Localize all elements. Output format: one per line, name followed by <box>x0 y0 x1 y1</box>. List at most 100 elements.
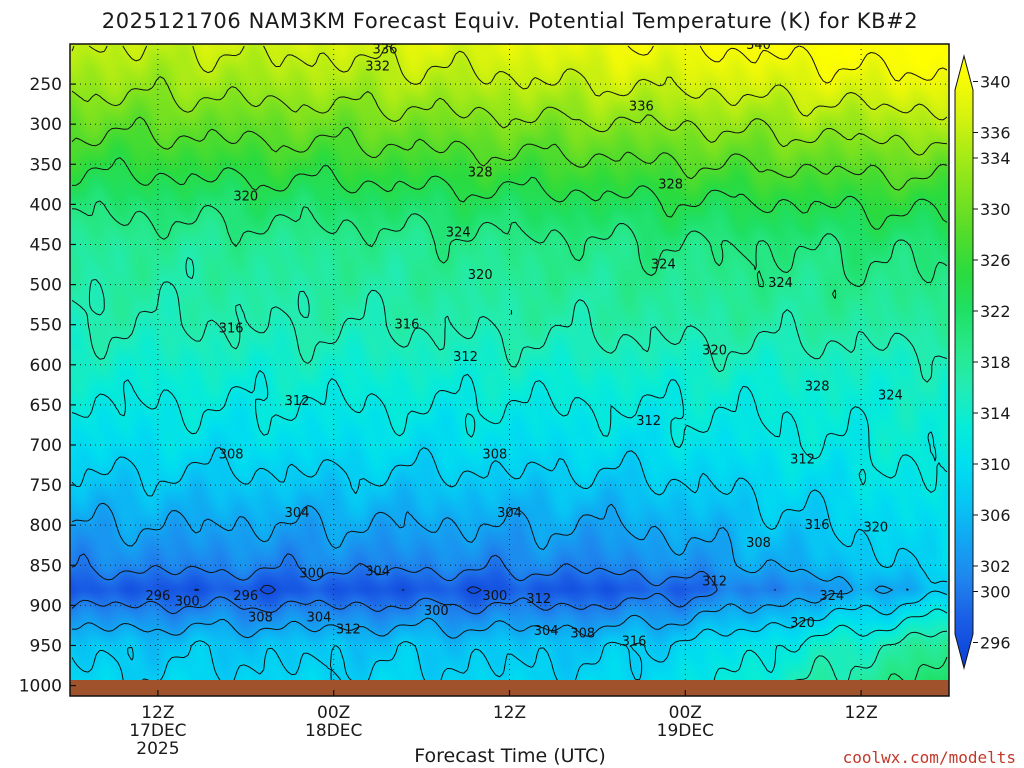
contour-label: 324 <box>651 258 676 273</box>
contour-label: 304 <box>497 506 522 521</box>
chart-title: 2025121706 NAM3KM Forecast Equiv. Potent… <box>102 9 919 33</box>
contour-label: 320 <box>790 616 815 631</box>
y-tick-label: 500 <box>30 276 62 296</box>
y-axis: 250 300 350 400 450 500 550 600 650 700 750 800 850 9… <box>19 75 76 697</box>
colorbar-label: 310 <box>980 455 1011 474</box>
y-tick-label: 650 <box>30 396 62 416</box>
colorbar-label: 336 <box>980 124 1011 143</box>
colorbar-label: 322 <box>980 302 1011 321</box>
x-axis-label: Forecast Time (UTC) <box>414 745 605 767</box>
contour-label: 336 <box>629 100 654 115</box>
contour-label: 296 <box>233 589 258 604</box>
contour-label: 320 <box>863 521 888 536</box>
contour-328 <box>71 116 948 191</box>
grid-lines <box>70 44 949 696</box>
contour-label: 308 <box>746 536 771 551</box>
contour-label: 320 <box>702 343 727 358</box>
contour-label: 308 <box>248 610 273 625</box>
contour-label: 336 <box>373 43 398 58</box>
x-tick-label: 19DEC <box>657 721 714 741</box>
colorbar-label: 314 <box>980 404 1011 423</box>
contour-label: 316 <box>622 634 647 649</box>
x-tick-label: 00Z <box>669 703 702 723</box>
y-tick-label: 450 <box>30 235 62 255</box>
colorbar-label: 302 <box>980 557 1011 576</box>
y-tick-label: 550 <box>30 316 62 336</box>
contour-lines <box>71 45 948 695</box>
colorbar-label: 334 <box>980 149 1011 168</box>
y-tick-label: 900 <box>30 596 62 616</box>
x-tick-label: 18DEC <box>305 721 362 741</box>
colorbar-label: 330 <box>980 200 1011 219</box>
contour-label: 324 <box>768 276 793 291</box>
contour-label: 328 <box>805 379 830 394</box>
y-tick-label: 700 <box>30 436 62 456</box>
contour-316 <box>71 257 948 695</box>
colorbar-label: 326 <box>980 251 1011 270</box>
contour-label: 300 <box>175 594 200 609</box>
y-tick-label: 1000 <box>19 677 62 697</box>
contour-label: 300 <box>482 589 507 604</box>
contour-label: 316 <box>395 318 420 333</box>
contour-label: 308 <box>570 626 595 641</box>
contour-label: 316 <box>805 518 830 533</box>
colorbar-label: 300 <box>980 583 1011 602</box>
contour-label: 312 <box>336 622 361 637</box>
colorbar-label: 296 <box>980 634 1011 653</box>
colorbar-label: 340 <box>980 73 1011 92</box>
credit-text: coolwx.com/modelts <box>843 748 1016 767</box>
contour-336 <box>71 45 948 121</box>
contour-label: 332 <box>365 59 390 74</box>
contour-label: 324 <box>446 225 471 240</box>
contour-label: 328 <box>468 165 493 180</box>
contour-label: 308 <box>482 448 507 463</box>
contour-296 <box>194 584 482 595</box>
colorbar-bar <box>954 54 974 670</box>
contour-label: 320 <box>468 268 493 283</box>
y-tick-label: 400 <box>30 195 62 215</box>
contour-label: 316 <box>219 322 244 337</box>
contour-332 <box>71 76 948 156</box>
contour-label: 296 <box>145 589 170 604</box>
y-tick-label: 950 <box>30 636 62 656</box>
x-tick-label: 12Z <box>141 703 174 723</box>
ground-surface <box>70 680 949 696</box>
y-tick-label: 600 <box>30 356 62 376</box>
contour-label: 308 <box>219 448 244 463</box>
contour-320 <box>71 200 948 695</box>
contour-300 <box>71 553 777 615</box>
contour-324 <box>71 157 948 230</box>
contour-label: 312 <box>285 394 310 409</box>
y-tick-label: 300 <box>30 115 62 135</box>
contour-label: 300 <box>424 604 449 619</box>
contour-label: 324 <box>819 589 844 604</box>
colorbar: 296 300 302 306 310 314 318 322 326 330 334 336 340 <box>954 54 1011 670</box>
x-tick-label: 2025 <box>136 739 179 759</box>
contour-label: 320 <box>233 189 258 204</box>
contour-label: 340 <box>746 38 771 53</box>
contour-label: 312 <box>526 592 551 607</box>
contour-label: 304 <box>307 610 332 625</box>
contour-label: 312 <box>790 452 815 467</box>
contour-label: 312 <box>636 414 661 429</box>
contour-304 <box>71 502 909 639</box>
x-tick-label: 17DEC <box>129 721 186 741</box>
contour-label: 312 <box>702 574 727 589</box>
contour-label: 300 <box>299 566 324 581</box>
y-tick-label: 850 <box>30 556 62 576</box>
y-tick-label: 250 <box>30 75 62 95</box>
colorbar-label: 318 <box>980 353 1011 372</box>
y-tick-label: 750 <box>30 476 62 496</box>
contour-label: 304 <box>365 565 390 580</box>
x-tick-label: 12Z <box>493 703 526 723</box>
contour-312 <box>71 370 948 695</box>
contour-label: 304 <box>534 624 559 639</box>
contour-308 <box>71 447 948 695</box>
contour-340 <box>627 45 948 84</box>
contour-label: 324 <box>878 388 903 403</box>
y-tick-label: 350 <box>30 155 62 175</box>
